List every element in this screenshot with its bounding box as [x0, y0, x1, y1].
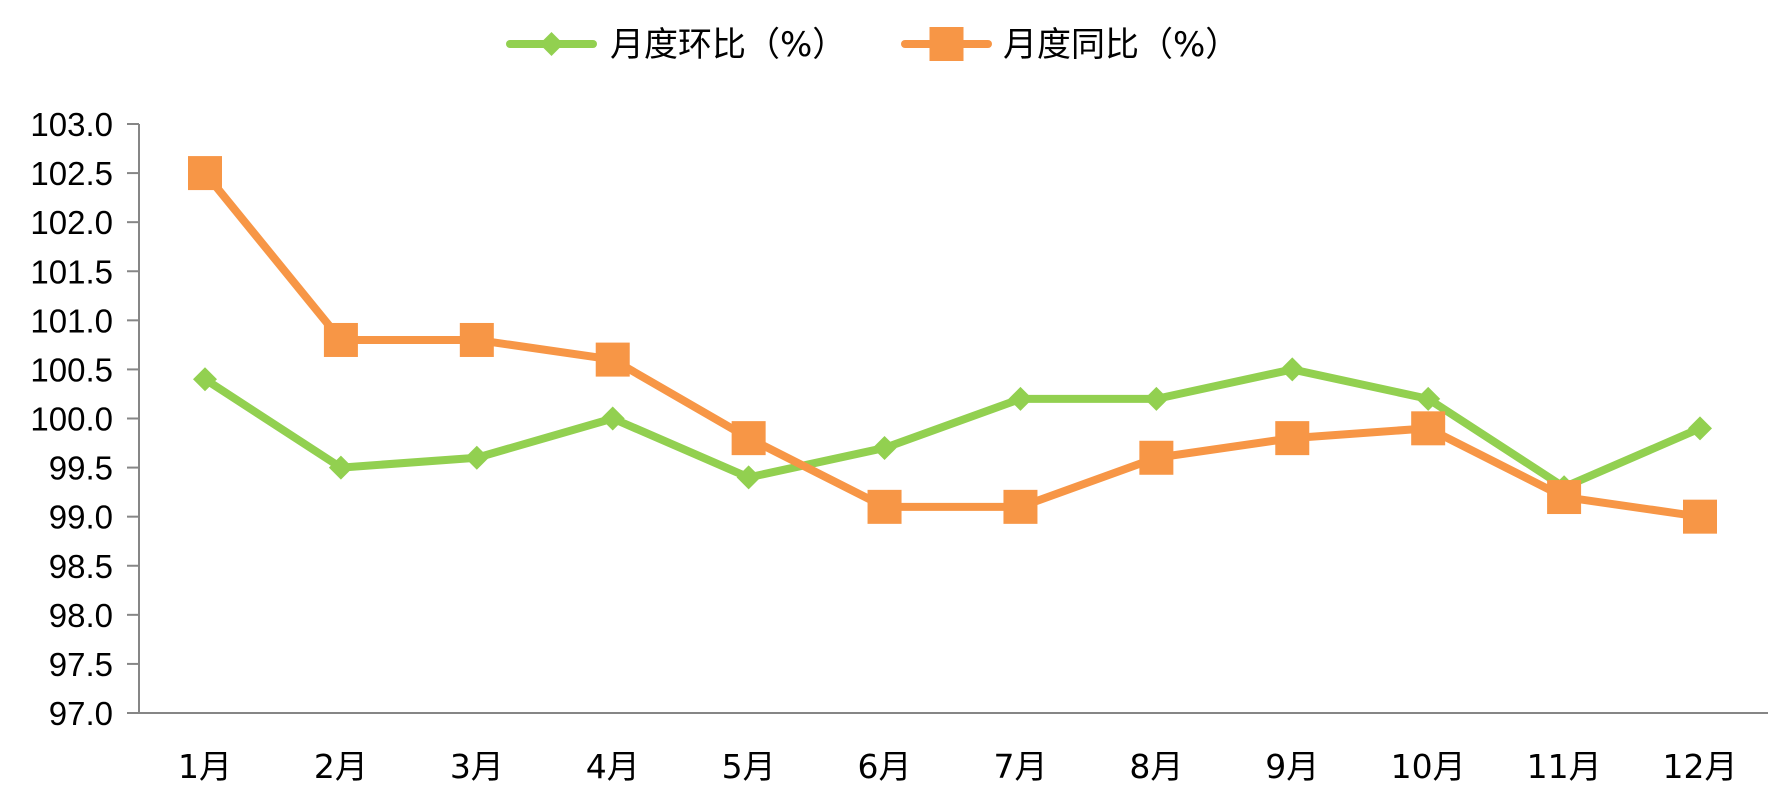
series-line — [201, 365, 1704, 492]
x-tick-label: 11月 — [1527, 747, 1602, 786]
data-point — [1144, 386, 1169, 411]
data-point — [328, 455, 353, 480]
data-point — [323, 322, 358, 357]
y-tick-label: 98.0 — [49, 597, 113, 634]
x-tick-label: 2月 — [314, 747, 368, 786]
x-tick-label: 1月 — [178, 747, 232, 786]
y-tick-label: 100.5 — [30, 351, 113, 388]
data-point — [1280, 357, 1305, 382]
legend-label: 月度环比（%） — [610, 25, 846, 65]
y-tick-label: 101.0 — [30, 302, 113, 339]
y-tick-label: 99.0 — [49, 499, 113, 536]
x-tick-label: 10月 — [1391, 747, 1466, 786]
x-tick-label: 3月 — [450, 747, 504, 786]
y-tick-label: 102.5 — [30, 155, 113, 192]
data-point — [188, 156, 222, 191]
legend-label: 月度同比（%） — [1003, 25, 1239, 65]
x-tick-label: 4月 — [586, 747, 640, 786]
legend-marker — [929, 27, 964, 61]
data-point — [1139, 440, 1174, 475]
y-tick-label: 103.0 — [30, 106, 113, 143]
y-tick-label: 98.5 — [49, 548, 113, 585]
data-point — [1416, 386, 1441, 411]
x-axis: 1月 2月 3月 4月 5月 6月 7月 8月 9月 10月 11月 12月 — [139, 712, 1768, 786]
data-point — [1008, 386, 1033, 411]
data-point — [600, 406, 625, 431]
series-layer — [188, 156, 1717, 534]
data-point — [736, 465, 761, 490]
data-point — [1688, 416, 1712, 441]
data-point — [1003, 489, 1038, 524]
data-point — [595, 342, 630, 377]
data-point — [1547, 480, 1582, 515]
legend: 月度环比（%） 月度同比（%） — [506, 25, 1239, 65]
data-point — [459, 322, 494, 357]
y-axis: 97.0 97.5 98.0 98.5 99.0 99.5 100.0 100.5 101.0 1… — [30, 106, 140, 732]
data-point — [1411, 411, 1446, 446]
y-tick-label: 97.5 — [49, 646, 113, 683]
x-tick-label: 12月 — [1663, 747, 1738, 786]
legend-marker — [539, 32, 564, 56]
series-yoy — [188, 156, 1717, 534]
series-line — [201, 169, 1704, 521]
x-tick-label: 5月 — [722, 747, 776, 786]
legend-item: 月度同比（%） — [901, 25, 1239, 65]
legend-item: 月度环比（%） — [506, 25, 846, 65]
y-tick-label: 97.0 — [49, 695, 113, 732]
y-tick-label: 101.5 — [30, 253, 113, 290]
data-point — [1683, 499, 1717, 534]
x-tick-label: 6月 — [858, 747, 912, 786]
data-point — [872, 435, 897, 460]
data-point — [1275, 421, 1310, 456]
x-tick-label: 9月 — [1265, 747, 1319, 786]
series-mom — [193, 357, 1712, 500]
data-point — [464, 445, 489, 470]
y-tick-label: 100.0 — [30, 401, 113, 438]
x-tick-label: 8月 — [1129, 747, 1183, 786]
data-point — [867, 489, 902, 524]
y-tick-label: 99.5 — [49, 450, 113, 487]
data-point — [731, 421, 766, 456]
y-tick-label: 102.0 — [30, 204, 113, 241]
data-point — [193, 367, 217, 392]
x-tick-label: 7月 — [993, 747, 1047, 786]
